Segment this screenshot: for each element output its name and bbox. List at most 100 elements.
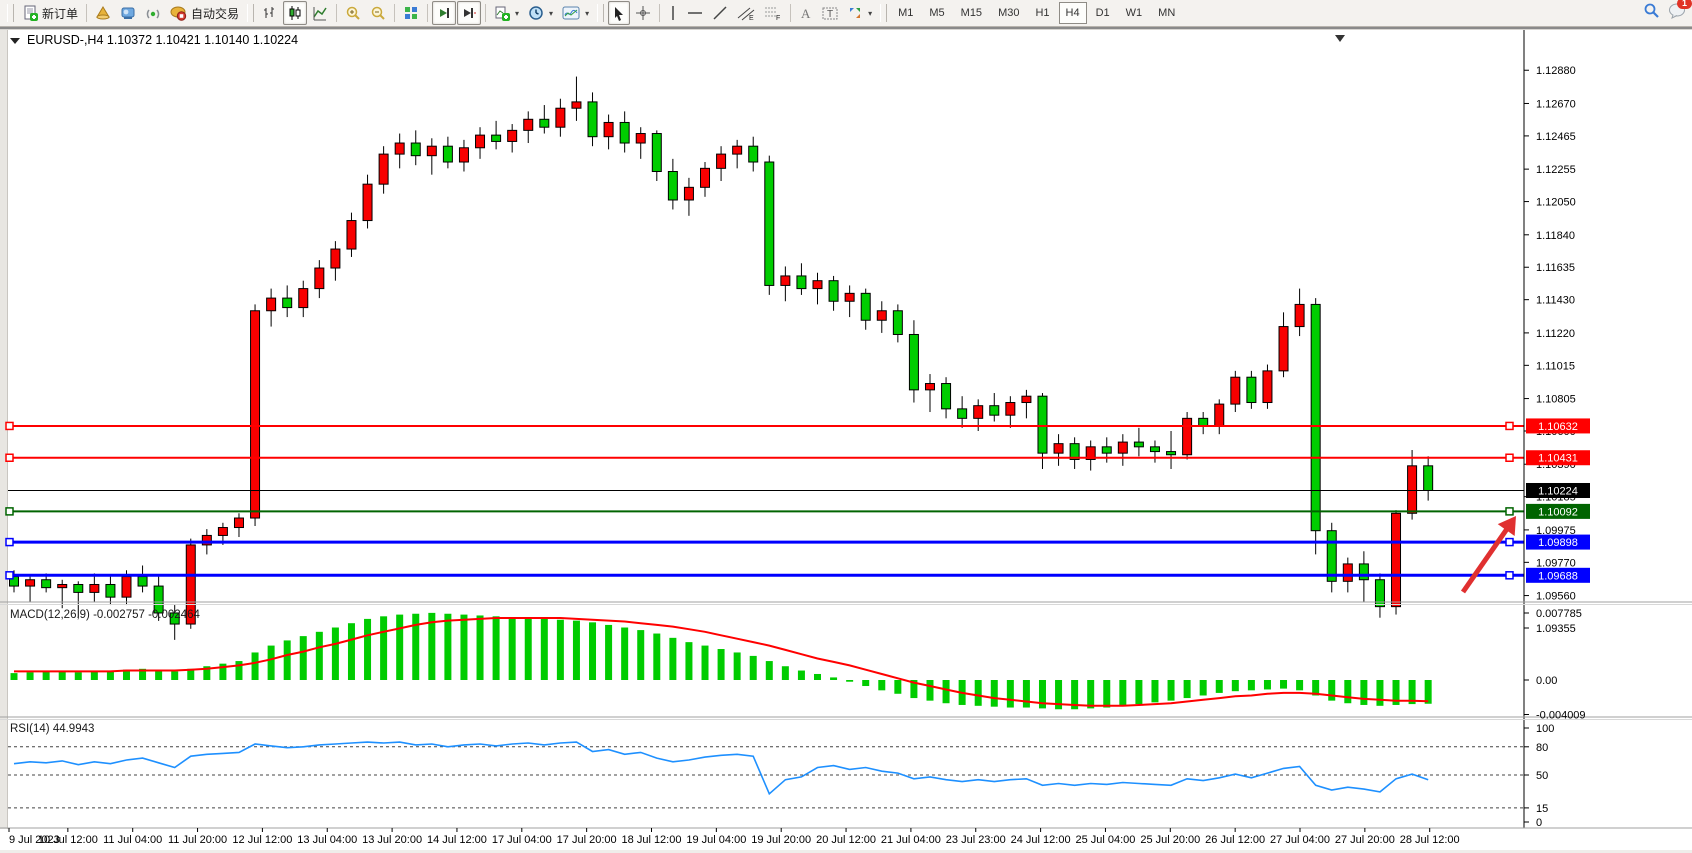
timeframe-m15[interactable]: M15 [960,7,983,19]
macd-bar [10,673,18,680]
price-tick-label: 1.09355 [1536,623,1576,635]
new-order-button[interactable]: 新订单 [18,1,82,25]
search-icon[interactable] [1643,2,1660,24]
macd-bar [396,614,404,680]
timeframe-d1[interactable]: D1 [1095,7,1110,19]
notification-badge: 1 [1677,0,1692,9]
fibonacci-button[interactable]: F [760,1,786,25]
market-watch-button[interactable] [91,1,115,25]
auto-scroll-button[interactable] [432,1,457,25]
macd-tick-label: 0.00 [1536,675,1557,687]
candle [1021,389,1032,419]
time-tick-label: 13 Jul 04:00 [297,834,357,846]
macd-bar [139,668,147,680]
zoom-out-button[interactable] [366,1,390,25]
toolbar-grip4[interactable] [880,4,888,22]
candle [169,605,180,640]
timeframe-h1[interactable]: H1 [1035,7,1050,19]
candle [1005,396,1016,428]
candle [1294,288,1305,337]
macd-bar [299,636,307,680]
trendline-icon [712,5,728,21]
hline-handle[interactable] [5,537,14,547]
timeframe-m5[interactable]: M5 [929,7,945,19]
candle-chart-button[interactable] [283,1,308,25]
chart-shift-marker[interactable] [1335,35,1345,42]
price-tick-label: 1.09975 [1536,525,1576,537]
price-tick-label: 1.09770 [1536,557,1576,569]
macd-bar [637,630,645,680]
toolbar-grip2[interactable] [247,4,255,22]
candle [603,114,614,150]
macd-bar [203,666,211,680]
horizontal-line-button[interactable] [683,1,707,25]
rsi-tick-label: 0 [1536,817,1542,829]
chart-window[interactable]: 1.12880 1.12670 1.12465 1.12255 1.12050 1.118… [0,30,1692,853]
hline-handle[interactable] [1505,507,1514,516]
terminal-button[interactable] [116,1,140,25]
time-tick-label: 11 Jul 20:00 [168,834,227,846]
svg-text:F: F [776,15,780,21]
macd-bar [1360,680,1368,705]
cursor-button[interactable] [608,1,631,25]
timeframe-switcher: M1 M5 M15 M30 H1 H4 D1 W1 MN [891,2,1182,24]
macd-bar [1038,680,1046,709]
hline-handle[interactable] [5,507,14,516]
tile-windows-button[interactable] [399,1,423,25]
autotrade-button[interactable]: 自动交易 [166,1,243,25]
hline-handle[interactable] [5,571,14,580]
candle [298,280,309,318]
trendline-button[interactable] [708,1,732,25]
price-tick-label: 1.11015 [1536,360,1575,372]
line-chart-button[interactable] [308,1,332,25]
template-button[interactable]: ▾ [558,1,593,25]
clock-icon [528,5,544,21]
candle [314,260,325,299]
arrow-annotation[interactable] [1460,516,1516,594]
rsi-label: RSI(14) 44.9943 [10,723,94,735]
channel-button[interactable]: E [733,1,759,25]
text-button[interactable]: A [795,1,817,25]
arrows-button[interactable]: ▾ [843,1,876,25]
candle [1407,449,1418,520]
svg-text:1.10632: 1.10632 [1538,421,1578,433]
hline-handle[interactable] [1505,453,1514,462]
vertical-line-button[interactable] [664,1,682,25]
macd-bar [1424,680,1432,704]
text-label-button[interactable]: T [818,1,842,25]
vertical-line-icon [668,5,678,21]
hline-handle[interactable] [1505,421,1514,431]
hline-handle[interactable] [1505,571,1514,580]
toolbar-grip[interactable] [7,4,14,22]
hline-handle[interactable] [5,453,14,462]
macd-bar [701,645,709,680]
zoom-in-button[interactable] [341,1,365,25]
add-indicator-button[interactable]: ▾ [490,1,523,25]
candle [957,396,968,428]
one-click-trading-toggle[interactable] [10,38,20,44]
hline-handle[interactable] [1505,537,1514,547]
timeframe-h4[interactable]: H4 [1058,2,1087,24]
timeframe-m30[interactable]: M30 [998,7,1020,19]
timeframe-mn[interactable]: MN [1158,7,1176,19]
timeframe-w1[interactable]: W1 [1125,7,1143,19]
crosshair-button[interactable] [631,1,655,25]
price-chart[interactable]: 1.12880 1.12670 1.12465 1.12255 1.12050 1.118… [0,30,1692,853]
candle [1053,434,1064,466]
period-button[interactable]: ▾ [524,1,557,25]
macd-bar [219,663,227,680]
toolbar-grip3[interactable] [597,4,605,22]
notifications-button[interactable]: 1 [1668,0,1692,24]
time-tick-label: 12 Jul 12:00 [232,834,292,846]
hline-handle[interactable] [5,421,14,431]
rsi-tick-label: 50 [1536,770,1548,782]
macd-bar [733,652,741,680]
macd-bar [347,623,355,680]
price-tick-label: 1.12255 [1536,164,1576,176]
time-tick-label: 20 Jul 12:00 [816,834,876,846]
timeframe-m1[interactable]: M1 [898,7,914,19]
bar-chart-button[interactable] [258,1,282,25]
signals-button[interactable] [141,1,165,25]
zoom-in-icon [345,5,361,21]
chart-shift-button[interactable] [457,1,482,25]
